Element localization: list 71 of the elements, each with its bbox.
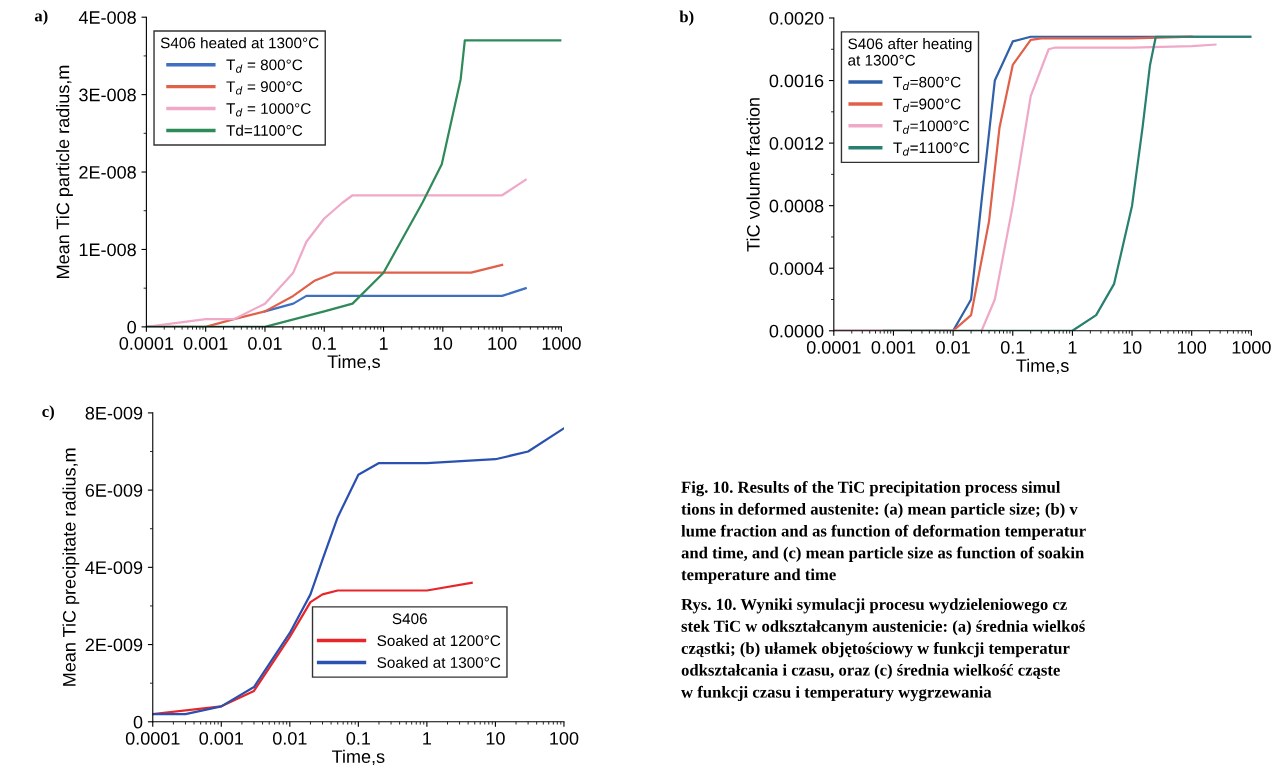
y-tick-label: 1E-008 — [79, 243, 136, 257]
chart-title: c) — [42, 405, 54, 421]
x-tick-label: 100 — [550, 731, 579, 745]
y-axis-title: TiC volume fraction — [746, 98, 760, 252]
y-axis-title: Mean TiC particle radius,m — [56, 65, 73, 278]
x-tick-label: 0.0001 — [806, 340, 861, 354]
y-tick-label: 6E-009 — [85, 484, 143, 497]
text: temperature and time — [681, 568, 836, 584]
chart-title: a) — [34, 9, 48, 25]
x-tick-label: 0.1 — [312, 337, 336, 350]
x-tick-label: 0.001 — [199, 731, 243, 745]
text: w funkcji czasu i temperatury wygrzewania — [681, 685, 992, 702]
legend-label: Td=1100°C — [226, 124, 303, 136]
legend-label: T$_{d}$=1100°C — [893, 142, 970, 156]
legend-title: S406 — [392, 613, 427, 625]
y-tick-label: 0.0008 — [769, 199, 824, 213]
text: odkształcania i czasu, oraz (c) średnia wielkość cząste — [681, 663, 1060, 680]
x-tick-label: 0.01 — [248, 337, 282, 350]
text: lume fraction and as function of deformation temperatur — [681, 524, 1086, 541]
y-tick-label: 3E-008 — [79, 88, 136, 102]
y-tick-label: 0.0020 — [769, 11, 824, 25]
x-tick-label: 10 — [1123, 340, 1142, 354]
y-tick-label: 0 — [133, 715, 143, 729]
x-tick-label: 1 — [1068, 341, 1077, 354]
y-tick-label: 4E-008 — [78, 11, 136, 24]
text: Rys. 10. Wyniki symulacji procesu wydzieleniowego cz — [681, 598, 1067, 614]
legend-title: S406 after heating at 1300°C — [848, 37, 972, 66]
x-tick-label: 1 — [423, 732, 432, 745]
y-tick-label: 4E-009 — [85, 561, 143, 575]
x-tick-label: 0.0001 — [125, 731, 180, 745]
y-tick-label: 0 — [127, 320, 136, 334]
x-tick-label: 1000 — [542, 337, 581, 350]
x-tick-label: 0.01 — [936, 340, 970, 354]
text: b) — [679, 10, 694, 26]
legend-label: Soaked at 1200°C — [377, 634, 501, 647]
legend-label: T$_{d}$ = 800°C — [226, 59, 303, 73]
y-tick-label: 2E-008 — [79, 165, 136, 179]
text: tions in deformed austenite: (a) mean particle size; (b) v — [681, 502, 1078, 519]
x-axis-title: Time,s — [1016, 358, 1069, 375]
y-tick-label: 2E-009 — [85, 638, 143, 652]
x-tick-label: 0.01 — [272, 731, 307, 745]
x-tick-label: 0.001 — [183, 337, 228, 350]
x-tick-label: 100 — [1178, 340, 1207, 354]
x-tick-label: 0.0001 — [119, 337, 174, 350]
x-axis-title: Time,s — [327, 354, 380, 371]
x-tick-label: 100 — [488, 337, 517, 350]
y-tick-label: 8E-009 — [85, 406, 143, 420]
legend-label: Soaked at 1300°C — [377, 656, 501, 668]
caption: Fig. 10. Results of the TiC precipitation process simul — [681, 480, 1061, 497]
y-tick-label: 0.0004 — [769, 262, 824, 275]
legend-label: T$_{d}$=900°C — [893, 98, 961, 112]
legend-title: S406 heated at 1300°C — [160, 37, 319, 49]
x-tick-label: 1 — [379, 337, 388, 350]
x-tick-label: 0.1 — [1000, 340, 1025, 354]
y-tick-label: 0.0000 — [769, 324, 824, 338]
legend-label: T$_{d}$ = 900°C — [226, 81, 303, 95]
legend-label: T$_{d}$=1000°C — [893, 120, 970, 134]
y-tick-label: 0.0016 — [769, 74, 824, 88]
x-tick-label: 10 — [486, 731, 505, 745]
text: stek TiC w odkształcanym austenicie: (a) średnia wielkoś — [681, 620, 1085, 636]
y-axis-title: Mean TiC precipitate radius,m — [62, 448, 80, 686]
y-tick-label: 0.0012 — [769, 137, 824, 150]
x-tick-label: 10 — [434, 337, 453, 350]
text: and time, and (c) mean particle size as function of soakin — [681, 546, 1085, 562]
x-tick-label: 0.1 — [346, 731, 371, 745]
x-tick-label: 1000 — [1232, 340, 1271, 354]
x-tick-label: 0.001 — [871, 340, 916, 354]
legend-label: T$_{d}$=800°C — [893, 76, 961, 91]
legend-label: T$_{d}$ = 1000°C — [226, 103, 311, 117]
x-axis-title: Time,s — [332, 749, 385, 766]
text: cząstki; (b) ułamek objętościowy w funkcji temperatur — [681, 642, 1070, 658]
